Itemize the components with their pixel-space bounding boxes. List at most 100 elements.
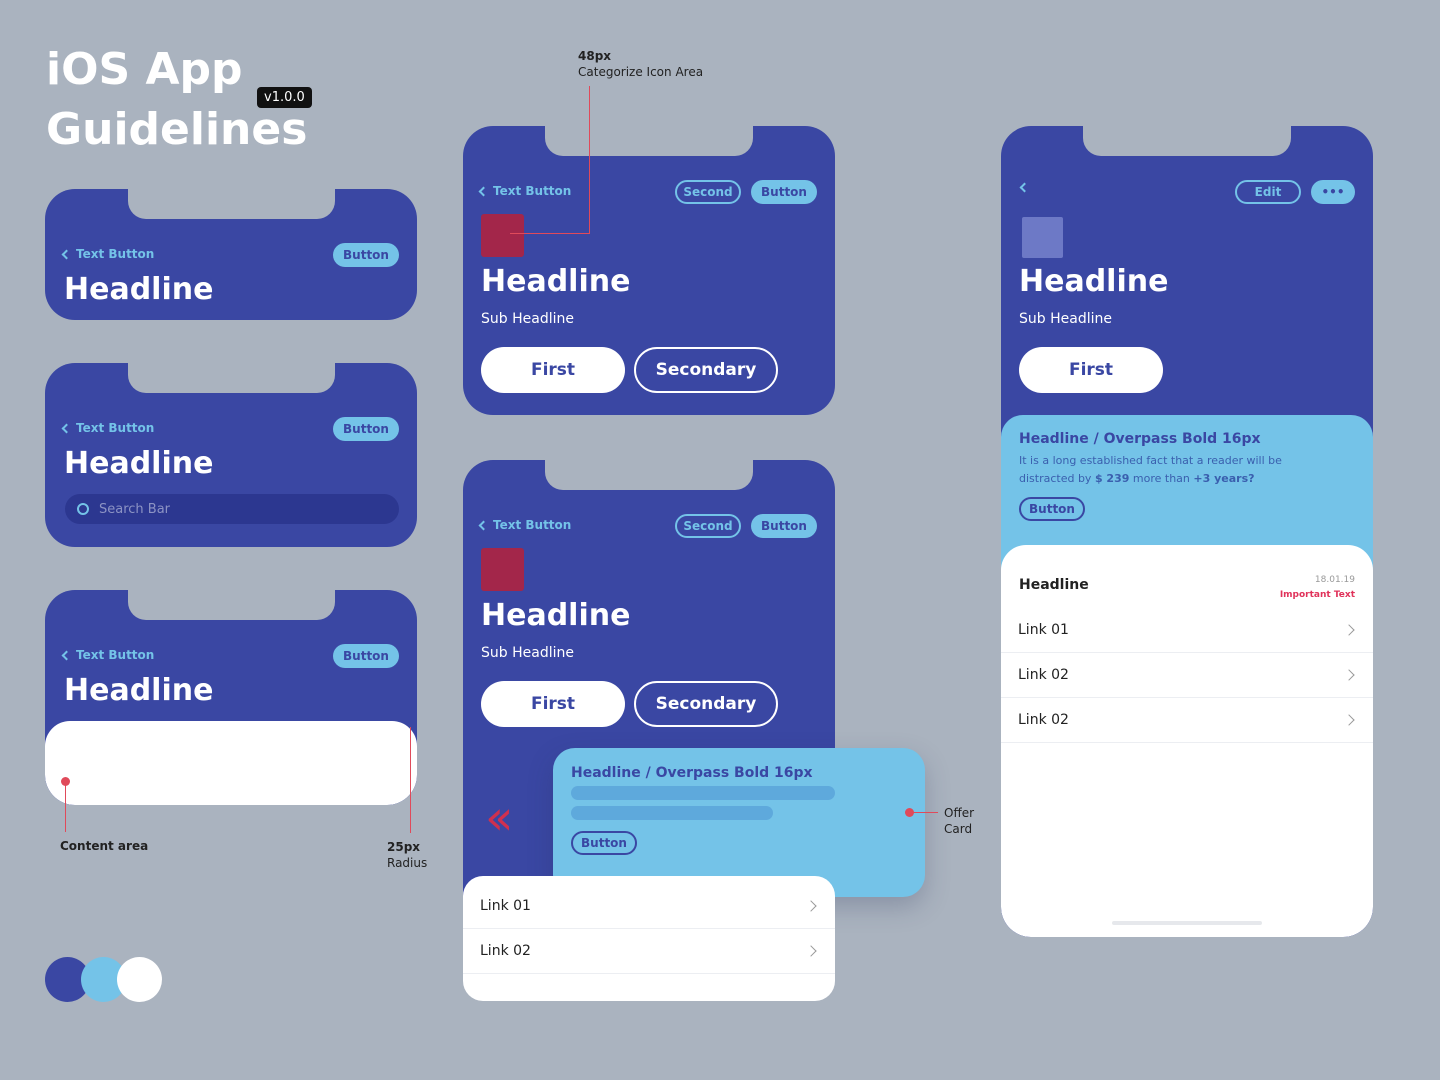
chevron-left-icon bbox=[61, 423, 72, 433]
label: Text Button bbox=[76, 648, 155, 662]
label: Text Button bbox=[493, 184, 572, 198]
sub-headline: Sub Headline bbox=[1019, 311, 1112, 327]
first-button[interactable]: First bbox=[481, 347, 625, 393]
link-item[interactable]: Link 02 bbox=[463, 929, 835, 974]
search-bar[interactable]: Search Bar bbox=[65, 494, 399, 524]
card-label: Card bbox=[944, 822, 973, 836]
link-label: Link 02 bbox=[1018, 667, 1069, 683]
chevron-right-icon bbox=[805, 945, 817, 957]
chevron-left-icon bbox=[478, 186, 489, 196]
link-label: Link 02 bbox=[1018, 712, 1069, 728]
page-title: iOS App Guidelines bbox=[46, 40, 307, 160]
annotation-line bbox=[65, 784, 66, 832]
notch bbox=[128, 363, 335, 393]
link-item[interactable]: Link 02 bbox=[1001, 698, 1373, 743]
offer-card[interactable]: Headline / Overpass Bold 16px Button bbox=[553, 748, 925, 897]
color-swatch-white bbox=[117, 957, 162, 1002]
swipe-left-icon[interactable]: ‹‹ bbox=[485, 790, 514, 846]
content-area bbox=[45, 721, 417, 805]
link-list: Link 01 Link 02 bbox=[463, 876, 835, 1001]
radius-annotation: 25px Radius bbox=[387, 839, 427, 871]
offer-label: Offer bbox=[944, 806, 975, 820]
category-icon bbox=[481, 214, 524, 257]
annotation-dot bbox=[61, 777, 70, 786]
chevron-right-icon bbox=[1343, 714, 1355, 726]
offer-body: It is a long established fact that a rea… bbox=[1019, 452, 1289, 488]
chevron-left-icon bbox=[61, 650, 72, 660]
label: Text Button bbox=[493, 518, 572, 532]
chevron-left-icon bbox=[61, 249, 72, 259]
header-card-search: Text Button Button Headline Search Bar bbox=[45, 363, 417, 547]
chevron-right-icon bbox=[1343, 669, 1355, 681]
headline: Headline bbox=[64, 446, 214, 481]
secondary-button[interactable]: Secondary bbox=[634, 681, 778, 727]
headline: Headline bbox=[481, 598, 631, 633]
body-text: more than bbox=[1129, 472, 1194, 485]
annotation-line bbox=[589, 86, 590, 234]
back-text-button[interactable]: Text Button bbox=[478, 518, 572, 532]
header-card-actions: Text Button Second Button Headline Sub H… bbox=[463, 126, 835, 415]
chevron-right-icon bbox=[805, 900, 817, 912]
notch bbox=[128, 590, 335, 620]
back-text-button[interactable]: Text Button bbox=[478, 184, 572, 198]
offer-headline: Headline / Overpass Bold 16px bbox=[1019, 431, 1261, 447]
notch bbox=[1083, 126, 1291, 156]
placeholder-line bbox=[571, 786, 835, 800]
link-item[interactable]: Link 01 bbox=[1001, 608, 1373, 653]
second-button[interactable]: Second bbox=[675, 514, 741, 538]
search-placeholder: Search Bar bbox=[99, 501, 171, 517]
link-label: Link 01 bbox=[480, 898, 531, 914]
edit-button[interactable]: Edit bbox=[1235, 180, 1301, 204]
back-text-button[interactable]: Text Button bbox=[61, 247, 155, 261]
button[interactable]: Button bbox=[751, 180, 817, 204]
annotation-line bbox=[510, 233, 590, 234]
chevron-left-icon bbox=[478, 520, 489, 530]
content-area-label: Content area bbox=[60, 839, 149, 853]
home-indicator[interactable] bbox=[1112, 921, 1262, 925]
label: Text Button bbox=[76, 247, 155, 261]
button[interactable]: Button bbox=[333, 243, 399, 267]
offer-card-annotation: Offer Card bbox=[944, 805, 974, 837]
back-text-button[interactable]: Text Button bbox=[61, 421, 155, 435]
label: Text Button bbox=[76, 421, 155, 435]
placeholder-line bbox=[571, 806, 773, 820]
annotation-dot bbox=[905, 808, 914, 817]
sub-headline: Sub Headline bbox=[481, 311, 574, 327]
important-text: Important Text bbox=[1279, 590, 1355, 600]
version-badge: v1.0.0 bbox=[257, 87, 312, 108]
category-icon bbox=[1022, 217, 1063, 258]
category-icon bbox=[481, 548, 524, 591]
button[interactable]: Button bbox=[333, 417, 399, 441]
secondary-button[interactable]: Secondary bbox=[634, 347, 778, 393]
header-card-basic: Text Button Button Headline bbox=[45, 189, 417, 320]
years: +3 years? bbox=[1193, 472, 1255, 485]
annotation-line bbox=[910, 812, 938, 813]
link-item[interactable]: Link 01 bbox=[463, 884, 835, 929]
first-button[interactable]: First bbox=[1019, 347, 1163, 393]
radius-value: 25px bbox=[387, 840, 421, 854]
offer-screen: Text Button Second Button Headline Sub H… bbox=[463, 460, 925, 1001]
icon-size: 48px bbox=[578, 49, 612, 63]
notch bbox=[128, 189, 335, 219]
annotation-line bbox=[410, 727, 411, 833]
icon-area-label: Categorize Icon Area bbox=[578, 65, 704, 79]
link-label: Link 02 bbox=[480, 943, 531, 959]
link-item[interactable]: Link 02 bbox=[1001, 653, 1373, 698]
offer-button[interactable]: Button bbox=[571, 831, 637, 855]
back-text-button[interactable]: Text Button bbox=[61, 648, 155, 662]
second-button[interactable]: Second bbox=[675, 180, 741, 204]
button[interactable]: Button bbox=[333, 644, 399, 668]
back-button[interactable] bbox=[1019, 182, 1030, 193]
header-card-content: Text Button Button Headline bbox=[45, 590, 417, 805]
button[interactable]: Button bbox=[751, 514, 817, 538]
first-button[interactable]: First bbox=[481, 681, 625, 727]
sub-headline: Sub Headline bbox=[481, 645, 574, 661]
more-button[interactable]: ••• bbox=[1311, 180, 1355, 204]
notch bbox=[545, 460, 753, 490]
title-line2: Guidelines bbox=[46, 104, 308, 155]
price: $ 239 bbox=[1094, 472, 1130, 485]
chevron-left-icon bbox=[1019, 182, 1030, 193]
title-line1: iOS App bbox=[46, 44, 243, 95]
notch bbox=[545, 126, 753, 156]
offer-button[interactable]: Button bbox=[1019, 497, 1085, 521]
